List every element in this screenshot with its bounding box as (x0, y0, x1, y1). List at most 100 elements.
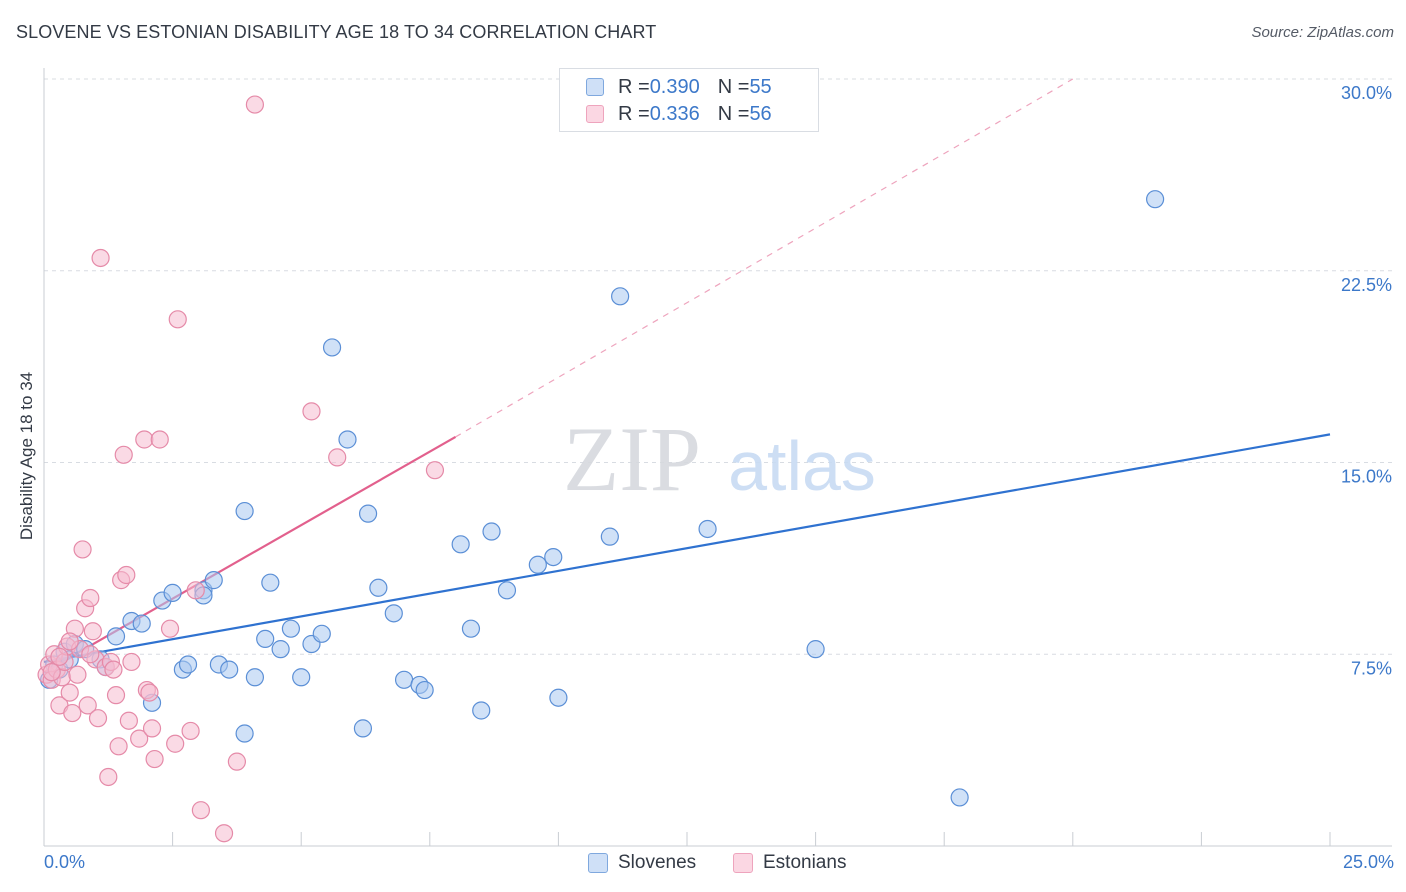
point-slovenes (261, 573, 280, 592)
point-estonians (168, 310, 187, 329)
point-estonians (119, 711, 138, 730)
point-slovenes (384, 604, 403, 623)
point-estonians (106, 686, 126, 705)
point-slovenes (1146, 190, 1165, 209)
point-estonians (50, 647, 69, 666)
legend-n-label: N = (717, 75, 750, 98)
correlation-legend: R = 0.390 N = 55 R = 0.336 N = 56 (559, 68, 819, 132)
point-slovenes (245, 668, 265, 687)
point-estonians (99, 767, 118, 787)
series-swatch-slovenes (588, 853, 608, 873)
watermark-atlas: atlas (728, 427, 876, 505)
point-estonians (186, 581, 205, 600)
point-slovenes (106, 627, 126, 646)
watermark: ZIP atlas (563, 408, 876, 510)
source-label: Source: ZipAtlas.com (1251, 24, 1394, 41)
chart-title: SLOVENE VS ESTONIAN DISABILITY AGE 18 TO… (16, 22, 657, 42)
point-estonians (60, 683, 79, 702)
point-estonians (142, 719, 162, 738)
point-estonians (88, 709, 108, 728)
y-tick-label: 30.0% (1341, 83, 1392, 103)
legend-row-slovenes: R = 0.390 N = 55 (586, 75, 772, 99)
axes (43, 68, 1392, 847)
legend-r-label: R = (618, 75, 650, 98)
point-estonians (135, 430, 154, 449)
legend-n-label: N = (717, 102, 750, 125)
point-slovenes (544, 547, 563, 567)
point-estonians (91, 248, 110, 268)
y-tick-labels: 7.5% 15.0% 22.5% 30.0% (1341, 83, 1392, 678)
point-slovenes (163, 583, 182, 602)
point-estonians (328, 448, 347, 467)
point-slovenes (528, 555, 547, 574)
series-legend-estonians: Estonians (733, 852, 846, 874)
point-estonians (302, 402, 321, 421)
point-slovenes (178, 655, 198, 674)
point-estonians (63, 703, 82, 723)
point-estonians (60, 632, 79, 651)
point-slovenes (338, 430, 357, 449)
point-slovenes (220, 660, 239, 679)
point-estonians (140, 683, 159, 702)
series-legend: Slovenes Estonians (0, 852, 1406, 878)
legend-swatch-estonians (586, 105, 604, 123)
point-slovenes (132, 614, 151, 633)
point-slovenes (235, 724, 254, 743)
point-slovenes (806, 640, 825, 659)
point-slovenes (353, 719, 373, 738)
point-estonians (104, 660, 123, 679)
point-slovenes (600, 527, 619, 546)
point-estonians (81, 588, 100, 608)
point-estonians (181, 721, 200, 741)
point-estonians (114, 445, 133, 464)
point-slovenes (358, 504, 378, 523)
series-legend-slovenes: Slovenes (588, 852, 696, 874)
point-estonians (166, 734, 185, 753)
point-estonians (214, 824, 234, 843)
point-slovenes (204, 571, 223, 590)
point-estonians (42, 663, 61, 682)
legend-n-value: 55 (749, 75, 772, 98)
point-slovenes (482, 522, 501, 541)
point-estonians (117, 565, 136, 585)
trendline-estonians (43, 435, 457, 674)
legend-swatch-slovenes (586, 78, 604, 96)
x-tick-label-min: 0.0% (44, 852, 86, 872)
point-slovenes (271, 640, 290, 659)
y-tick-label: 7.5% (1351, 658, 1392, 678)
point-estonians (109, 737, 128, 756)
legend-row-estonians: R = 0.336 N = 56 (586, 102, 772, 126)
point-slovenes (322, 338, 342, 357)
point-slovenes (369, 578, 388, 597)
point-estonians (78, 696, 97, 715)
point-estonians (130, 729, 149, 748)
point-slovenes (235, 501, 254, 521)
gridlines (44, 78, 1392, 655)
point-slovenes (415, 680, 434, 700)
y-tick-label: 15.0% (1341, 467, 1392, 487)
point-estonians (145, 749, 164, 769)
point-estonians (245, 95, 265, 114)
point-estonians (81, 645, 100, 664)
point-slovenes (394, 670, 414, 689)
x-tick-label-max: 25.0% (1342, 852, 1394, 872)
point-estonians (73, 540, 92, 559)
point-slovenes (312, 624, 331, 643)
y-tick-label: 22.5% (1341, 275, 1392, 295)
point-slovenes (292, 668, 311, 687)
series-label-slovenes: Slovenes (618, 852, 697, 873)
point-estonians (68, 665, 87, 684)
point-estonians (160, 619, 180, 638)
legend-r-value: 0.390 (649, 75, 700, 98)
point-slovenes (281, 619, 301, 638)
point-slovenes (950, 788, 969, 807)
point-estonians (191, 801, 210, 820)
point-estonians (122, 652, 141, 672)
point-estonians (227, 752, 246, 771)
point-slovenes (497, 581, 517, 600)
point-slovenes (451, 535, 470, 554)
legend-r-value: 0.336 (649, 102, 700, 125)
legend-r-label: R = (618, 102, 650, 125)
point-slovenes (461, 619, 481, 638)
